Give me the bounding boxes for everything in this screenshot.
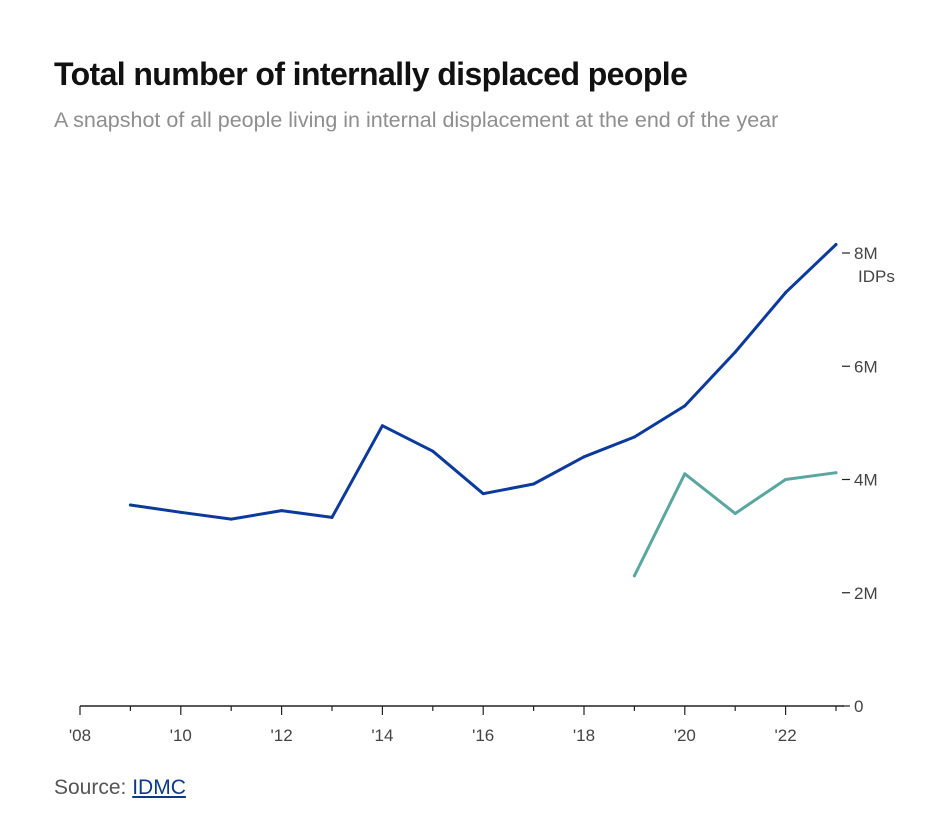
data-point — [683, 404, 687, 408]
data-point — [532, 482, 536, 486]
data-point — [683, 472, 687, 476]
y-tick-label: 2M — [854, 584, 878, 603]
y-axis: 0 2M 4M 6M 8M IDPs — [842, 244, 895, 716]
x-axis: '08 '10 '12 '14 '16 '18 '20 '22 — [69, 705, 844, 745]
data-point — [280, 509, 284, 513]
x-tick-label: '22 — [775, 726, 797, 745]
y-tick-label: 4M — [854, 471, 878, 490]
data-point — [834, 471, 838, 475]
x-tick-label: '20 — [674, 726, 696, 745]
line-chart: '08 '10 '12 '14 '16 '18 '20 '22 0 2M 4M 6M 8M IDPs — [69, 243, 895, 745]
source-label: Source: — [54, 776, 127, 799]
data-point — [784, 478, 788, 481]
source-link[interactable]: IDMC — [132, 776, 186, 799]
source-note: Source: IDMC — [54, 776, 186, 800]
y-tick-label: 0 — [854, 697, 863, 716]
x-tick-label: '14 — [371, 726, 393, 745]
series-layer — [128, 243, 838, 578]
x-tick-label: '18 — [573, 726, 595, 745]
x-tick-label: '08 — [69, 726, 91, 745]
data-point — [632, 574, 636, 578]
data-point — [330, 515, 334, 519]
chart-title: Total number of internally displaced peo… — [54, 56, 688, 92]
data-point — [733, 511, 737, 515]
data-point — [229, 517, 233, 521]
data-point — [128, 503, 132, 507]
data-point — [834, 243, 838, 247]
data-point — [431, 449, 435, 453]
series-line-1 — [128, 243, 838, 521]
y-tick-label: 8M — [854, 244, 878, 263]
data-point — [733, 350, 737, 354]
data-point — [481, 492, 485, 496]
y-tick-label: 6M — [854, 357, 878, 376]
data-point — [632, 435, 636, 439]
data-point — [380, 424, 384, 428]
data-point — [179, 510, 183, 514]
chart-subtitle: A snapshot of all people living in inter… — [54, 108, 779, 132]
series-line-2 — [632, 471, 838, 578]
data-point — [582, 455, 586, 459]
data-point — [784, 291, 788, 295]
x-tick-label: '10 — [170, 726, 192, 745]
x-tick-label: '12 — [271, 726, 293, 745]
y-unit-label: IDPs — [858, 267, 895, 286]
x-tick-label: '16 — [472, 726, 494, 745]
